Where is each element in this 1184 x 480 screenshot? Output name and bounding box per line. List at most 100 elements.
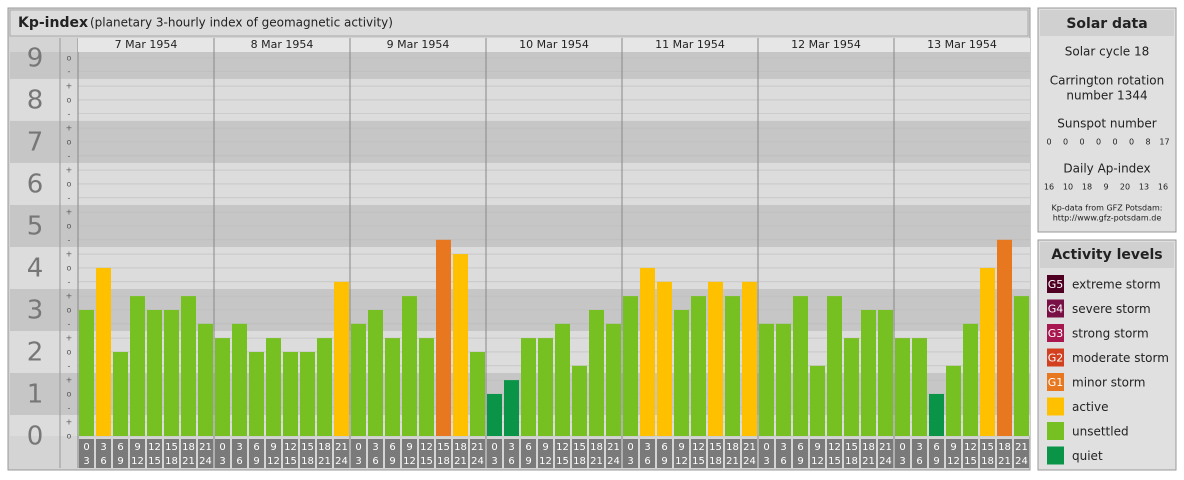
hour-label: 24: [879, 456, 892, 467]
hour-cell: [521, 439, 536, 468]
hour-label: 24: [743, 456, 756, 467]
hour-label: 15: [148, 456, 161, 467]
bar: [181, 296, 196, 436]
hour-cell: [402, 439, 417, 468]
solar-title-bar: [1040, 10, 1174, 36]
minor-tick-label: -: [68, 277, 71, 286]
band: [10, 52, 1030, 79]
hour-label: 21: [726, 456, 739, 467]
hour-cell: [759, 439, 774, 468]
solar-text: Daily Ap-index: [1063, 162, 1150, 176]
hour-label: 18: [301, 456, 314, 467]
solar-text: 16: [1044, 183, 1054, 192]
hour-label: 18: [845, 456, 858, 467]
legend-label: quiet: [1072, 449, 1103, 463]
hour-label: 3: [219, 456, 225, 467]
hour-label: 12: [420, 442, 433, 453]
hour-cell: [844, 439, 859, 468]
hour-cell: [742, 439, 757, 468]
hour-label: 12: [131, 456, 144, 467]
bar: [147, 309, 162, 436]
hour-label: 9: [270, 442, 276, 453]
minor-tick-label: -: [68, 67, 71, 76]
solar-text: Sunspot number: [1057, 117, 1156, 131]
hour-cell: [1014, 439, 1029, 468]
solar-text: 18: [1082, 183, 1092, 192]
hour-label: 0: [627, 442, 633, 453]
solar-text: 0: [1079, 138, 1084, 147]
hour-cell: [436, 439, 451, 468]
bar: [674, 309, 689, 436]
date-label: 8 Mar 1954: [251, 38, 314, 51]
hour-label: 15: [284, 456, 297, 467]
hour-cell: [589, 439, 604, 468]
hour-cell: [861, 439, 876, 468]
solar-text: 0: [1046, 138, 1051, 147]
solar-text: Solar data: [1066, 16, 1147, 32]
bar: [130, 296, 145, 436]
minor-tick-label: +: [66, 166, 73, 175]
hour-label: 24: [335, 456, 348, 467]
hour-cell: [708, 439, 723, 468]
solar-panel: [1037, 7, 1177, 233]
hour-label: 0: [355, 442, 361, 453]
legend-swatch: [1047, 373, 1064, 391]
legend-swatch: [1047, 422, 1064, 440]
solar-text: Solar cycle 18: [1065, 45, 1150, 59]
hour-label: 21: [998, 456, 1011, 467]
bar: [1014, 296, 1029, 436]
minor-tick-label: +: [66, 82, 73, 91]
y-tick-label: 0: [27, 422, 44, 452]
bar: [691, 296, 706, 436]
hour-cell: [946, 439, 961, 468]
bar: [113, 351, 128, 436]
bar: [861, 309, 876, 436]
solar-text: 0: [1063, 138, 1068, 147]
hour-cell: [164, 439, 179, 468]
solar-text: 0: [1112, 138, 1117, 147]
hour-cell: [912, 439, 927, 468]
minor-tick-label: o: [67, 263, 72, 272]
hour-label: 18: [981, 456, 994, 467]
hour-label: 9: [678, 442, 684, 453]
hour-label: 18: [437, 456, 450, 467]
hour-label: 12: [556, 442, 569, 453]
hour-cell: [283, 439, 298, 468]
bar: [249, 351, 264, 436]
bar: [266, 338, 281, 436]
hour-label: 6: [525, 442, 531, 453]
hour-label: 3: [763, 456, 769, 467]
hour-label: 6: [644, 456, 650, 467]
hour-cell: [113, 439, 128, 468]
solar-text: 0: [1129, 138, 1134, 147]
bar: [589, 309, 604, 436]
hour-label: 15: [828, 456, 841, 467]
hour-label: 0: [899, 442, 905, 453]
hour-label: 9: [661, 456, 667, 467]
bar: [776, 323, 791, 436]
hour-label: 12: [675, 456, 688, 467]
minor-tick-label: +: [66, 292, 73, 301]
legend-code: G1: [1048, 376, 1064, 389]
hour-label: 3: [83, 456, 89, 467]
minor-tick-label: o: [67, 389, 72, 398]
bar: [623, 296, 638, 436]
hour-label: 15: [964, 456, 977, 467]
bar: [215, 338, 230, 436]
bar: [742, 281, 757, 436]
hour-label: 24: [1015, 456, 1028, 467]
solar-text: 0: [1096, 138, 1101, 147]
hour-label: 21: [862, 456, 875, 467]
hour-cell: [878, 439, 893, 468]
hour-label: 18: [590, 442, 603, 453]
minor-tick-label: +: [66, 124, 73, 133]
hour-label: 15: [845, 442, 858, 453]
legend-label: minor storm: [1072, 376, 1145, 390]
hour-label: 21: [590, 456, 603, 467]
y-tick-label: 2: [27, 337, 44, 367]
hour-label: 9: [797, 456, 803, 467]
hour-label: 6: [780, 456, 786, 467]
hour-cell: [793, 439, 808, 468]
hour-label: 12: [964, 442, 977, 453]
solar-text: 20: [1120, 183, 1130, 192]
